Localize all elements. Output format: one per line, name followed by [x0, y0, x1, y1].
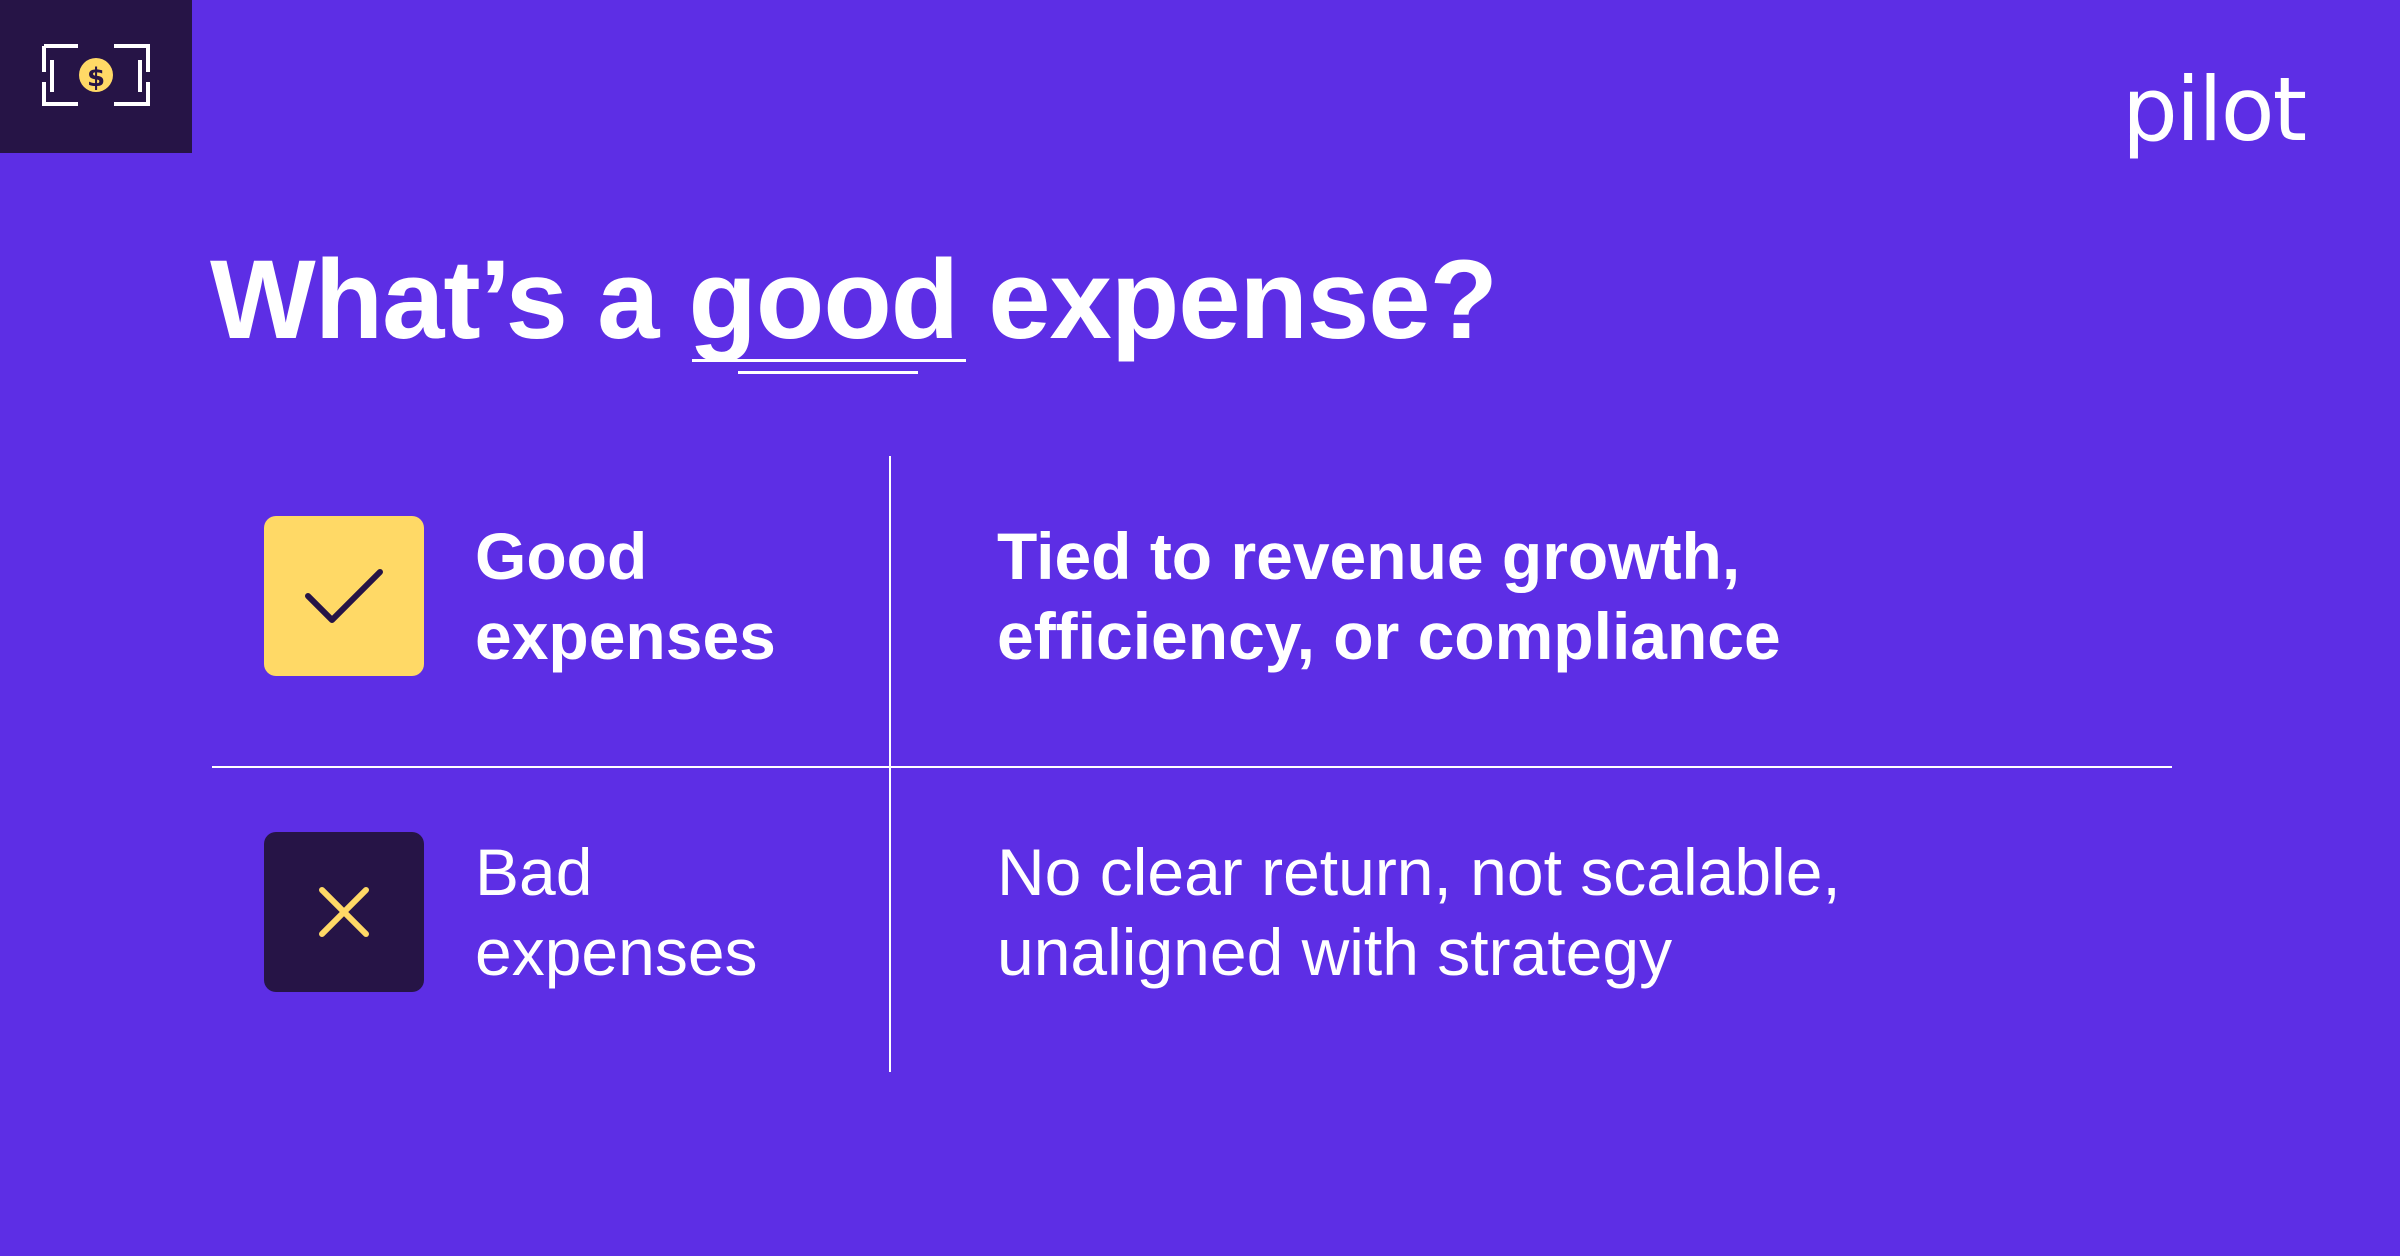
bad-label-line2: expenses: [475, 915, 758, 989]
headline-emphasis-text: good: [688, 237, 959, 362]
good-expenses-description: Tied to revenue growth, efficiency, or c…: [997, 516, 1781, 676]
bad-label-line1: Bad: [475, 835, 593, 909]
good-expenses-label: Good expenses: [475, 516, 776, 676]
headline: What’s a good expense?: [210, 230, 1498, 374]
horizontal-divider: [212, 766, 2172, 768]
good-icon-box: [264, 516, 424, 676]
good-desc-line1: Tied to revenue growth,: [997, 519, 1741, 593]
good-desc-line2: efficiency, or compliance: [997, 599, 1781, 673]
pilot-logo: pilot: [2122, 58, 2307, 161]
headline-emphasis: good: [688, 230, 967, 374]
good-label-line1: Good: [475, 519, 648, 593]
headline-after: expense?: [958, 237, 1498, 362]
bad-expenses-description: No clear return, not scalable, unaligned…: [997, 832, 1841, 992]
emphasis-underline: [692, 359, 967, 362]
bad-icon-box: [264, 832, 424, 992]
good-label-line2: expenses: [475, 599, 776, 673]
bad-desc-line2: unaligned with strategy: [997, 915, 1673, 989]
svg-text:$: $: [87, 63, 105, 93]
dollar-bill-icon: $: [42, 44, 150, 106]
check-icon: [305, 569, 383, 623]
bad-desc-line1: No clear return, not scalable,: [997, 835, 1841, 909]
vertical-divider: [889, 456, 891, 1072]
bad-expenses-label: Bad expenses: [475, 832, 758, 992]
corner-badge: $: [0, 0, 192, 153]
x-icon: [319, 887, 369, 937]
emphasis-underline-short: [738, 371, 919, 374]
headline-before: What’s a: [210, 237, 689, 362]
